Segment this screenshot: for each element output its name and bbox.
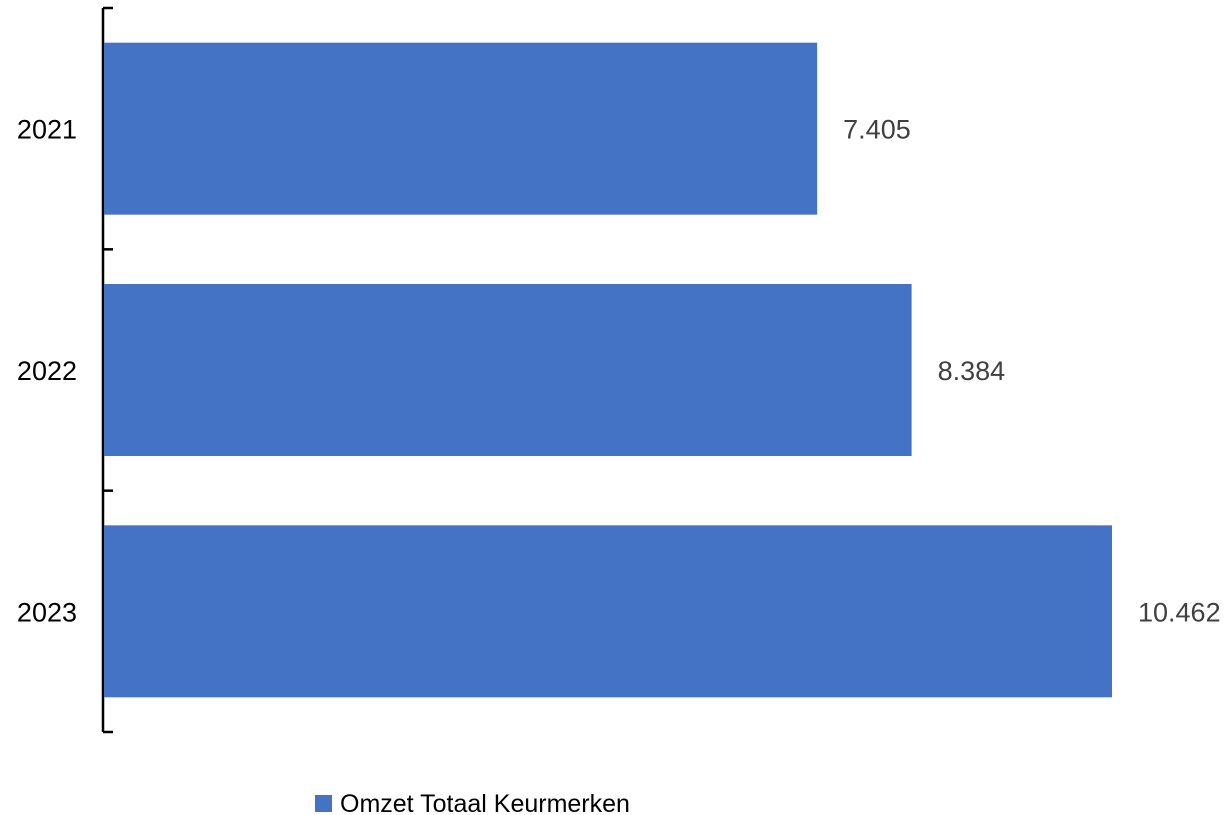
data-label-2021: 7.405	[843, 115, 911, 145]
bar-2021	[104, 42, 818, 215]
category-label-2021: 2021	[17, 115, 77, 145]
legend-swatch	[315, 795, 332, 812]
bar-2022	[104, 284, 912, 456]
data-label-2023: 10.462	[1138, 597, 1221, 627]
category-labels: 2021 2022 2023	[17, 115, 77, 628]
legend: Omzet Totaal Keurmerken	[315, 790, 630, 815]
data-labels: 7.405 8.384 10.462	[843, 115, 1220, 628]
category-label-2023: 2023	[17, 597, 77, 627]
legend-label: Omzet Totaal Keurmerken	[340, 790, 630, 815]
bar-2023	[104, 525, 1112, 698]
bar-series	[104, 42, 1112, 698]
data-label-2022: 8.384	[938, 356, 1006, 386]
category-axis	[101, 6, 113, 734]
category-label-2022: 2022	[17, 356, 77, 386]
